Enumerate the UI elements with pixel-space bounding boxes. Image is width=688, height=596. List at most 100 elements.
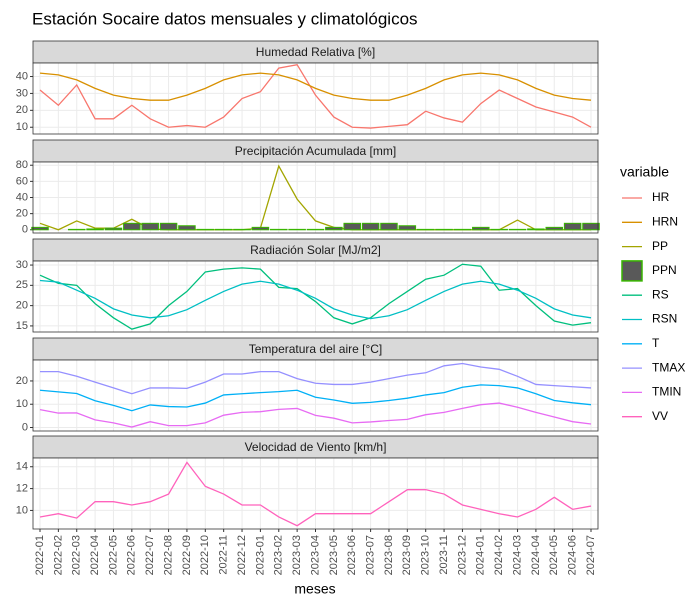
y-tick-label: 10 bbox=[16, 504, 28, 516]
legend-label: TMIN bbox=[652, 385, 681, 399]
panel-border bbox=[32, 161, 599, 234]
bar bbox=[251, 226, 270, 231]
bar bbox=[86, 228, 104, 231]
line bbox=[39, 402, 592, 428]
bar bbox=[343, 222, 361, 231]
bar bbox=[141, 222, 159, 231]
line bbox=[39, 263, 592, 330]
x-tick-label: 2022-01 bbox=[34, 535, 46, 575]
x-tick-label: 2023-09 bbox=[401, 535, 413, 575]
bar bbox=[361, 222, 380, 231]
chart-title: Estación Socaire datos mensuales y clima… bbox=[32, 9, 418, 28]
legend-title: variable bbox=[620, 164, 669, 180]
bar bbox=[563, 222, 582, 231]
y-tick-label: 25 bbox=[16, 279, 28, 291]
legend-label: HR bbox=[652, 190, 670, 204]
x-tick-label: 2024-07 bbox=[585, 535, 597, 575]
bar bbox=[31, 226, 49, 231]
y-tick-label: 40 bbox=[16, 191, 28, 203]
line bbox=[39, 63, 592, 129]
bar bbox=[159, 222, 178, 231]
y-tick-label: 40 bbox=[16, 70, 28, 82]
bar bbox=[104, 227, 123, 231]
bar bbox=[380, 222, 398, 231]
y-tick-label: 20 bbox=[16, 104, 28, 116]
x-tick-label: 2024-01 bbox=[475, 535, 487, 575]
strip-title: Radiación Solar [MJ/m2] bbox=[250, 243, 381, 257]
legend-label: PPN bbox=[652, 263, 677, 277]
y-tick-label: 15 bbox=[16, 320, 28, 332]
legend-label: TMAX bbox=[652, 360, 685, 374]
x-tick-label: 2023-01 bbox=[254, 535, 266, 575]
line bbox=[39, 384, 592, 412]
x-tick-label: 2022-02 bbox=[52, 535, 64, 575]
x-tick-label: 2024-02 bbox=[493, 535, 505, 575]
strip-title: Temperatura del aire [°C] bbox=[249, 342, 383, 356]
line bbox=[39, 279, 592, 320]
x-tick-label: 2022-07 bbox=[144, 535, 156, 575]
x-tick-label: 2024-04 bbox=[530, 535, 542, 575]
bar bbox=[178, 225, 196, 231]
x-tick-label: 2024-06 bbox=[567, 535, 579, 575]
legend-label: HRN bbox=[652, 214, 678, 228]
line bbox=[39, 461, 592, 527]
y-tick-label: 10 bbox=[16, 398, 28, 410]
panel-border bbox=[32, 359, 599, 432]
x-tick-label: 2023-11 bbox=[438, 535, 450, 575]
x-tick-label: 2023-05 bbox=[328, 535, 340, 575]
x-tick-label: 2023-06 bbox=[346, 535, 358, 575]
line bbox=[39, 72, 592, 101]
panel-border bbox=[32, 260, 599, 333]
x-tick-label: 2022-09 bbox=[181, 535, 193, 575]
strip-title: Humedad Relativa [%] bbox=[256, 45, 375, 59]
y-tick-label: 0 bbox=[22, 224, 28, 236]
y-tick-label: 20 bbox=[16, 375, 28, 387]
bar bbox=[472, 226, 490, 231]
legend-label: PP bbox=[652, 239, 668, 253]
x-tick-label: 2022-05 bbox=[107, 535, 119, 575]
legend-label: RSN bbox=[652, 312, 677, 326]
y-tick-label: 10 bbox=[16, 121, 28, 133]
bar bbox=[325, 226, 343, 231]
x-tick-label: 2022-12 bbox=[236, 535, 248, 575]
y-tick-label: 0 bbox=[22, 421, 28, 433]
legend-label: RS bbox=[652, 287, 669, 301]
y-tick-label: 14 bbox=[16, 461, 28, 473]
legend-key bbox=[621, 260, 643, 282]
y-tick-label: 30 bbox=[16, 87, 28, 99]
bar bbox=[582, 222, 600, 231]
y-tick-label: 30 bbox=[16, 259, 28, 271]
y-tick-label: 20 bbox=[16, 300, 28, 312]
x-tick-label: 2022-03 bbox=[71, 535, 83, 575]
bar bbox=[123, 222, 141, 231]
x-tick-label: 2023-02 bbox=[273, 535, 285, 575]
line bbox=[40, 362, 592, 395]
x-tick-label: 2022-08 bbox=[162, 535, 174, 575]
x-tick-label: 2023-03 bbox=[291, 535, 303, 575]
legend-label: T bbox=[652, 336, 660, 350]
bar bbox=[545, 226, 564, 231]
x-tick-label: 2023-07 bbox=[365, 535, 377, 575]
x-tick-label: 2023-12 bbox=[456, 535, 468, 575]
x-tick-label: 2022-04 bbox=[89, 535, 101, 575]
y-tick-label: 12 bbox=[16, 482, 28, 494]
x-tick-label: 2024-03 bbox=[511, 535, 523, 575]
y-tick-label: 80 bbox=[16, 159, 28, 171]
y-tick-label: 60 bbox=[16, 175, 28, 187]
x-tick-label: 2022-06 bbox=[126, 535, 138, 575]
bar bbox=[527, 228, 545, 231]
x-tick-label: 2023-10 bbox=[420, 535, 432, 575]
legend-label: VV bbox=[652, 409, 668, 423]
x-tick-label: 2022-10 bbox=[199, 535, 211, 575]
x-tick-label: 2023-04 bbox=[309, 535, 321, 575]
panel-border bbox=[32, 62, 599, 135]
x-tick-label: 2022-11 bbox=[218, 535, 230, 575]
strip-title: Velocidad de Viento [km/h] bbox=[245, 440, 387, 454]
x-axis-label: meses bbox=[294, 581, 335, 596]
x-tick-label: 2023-08 bbox=[383, 535, 395, 575]
bar bbox=[398, 225, 417, 231]
y-tick-label: 20 bbox=[16, 208, 28, 220]
strip-title: Precipitación Acumulada [mm] bbox=[235, 144, 396, 158]
